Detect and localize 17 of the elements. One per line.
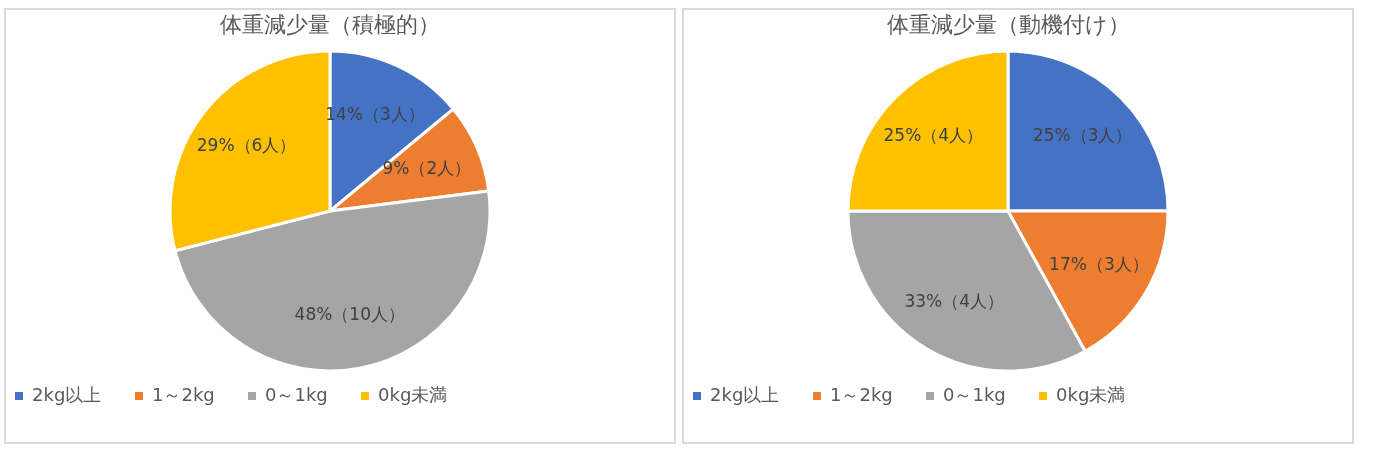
legend-label: 2kg以上 [710,384,780,405]
legend-label: 1～2kg [830,384,893,405]
legend-label: 0～1kg [943,384,1006,405]
data-label: 29%（6人） [196,135,297,156]
data-label: 9%（2人） [382,158,472,179]
legend-label: 0～1kg [265,384,328,405]
chart-title: 体重減少量（動機付け） [886,12,1130,37]
legend-label: 2kg以上 [32,384,102,405]
chart-title: 体重減少量（積極的） [220,12,440,37]
data-label: 33%（4人） [904,290,1005,311]
data-label: 25%（4人） [883,125,984,146]
legend-label: 0kg未満 [378,384,448,405]
legend-label: 1～2kg [152,384,215,405]
data-label: 48%（10人） [294,303,405,324]
data-label: 25%（3人） [1032,125,1133,146]
data-label: 17%（3人） [1049,253,1149,274]
legend-label: 0kg未満 [1056,384,1126,405]
